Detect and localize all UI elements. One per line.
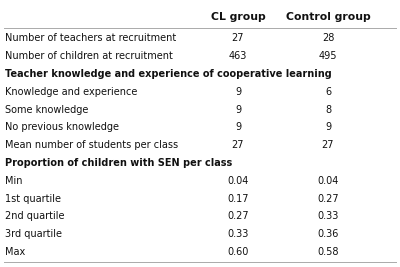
Text: 0.17: 0.17 [227,194,249,203]
Text: Teacher knowledge and experience of cooperative learning: Teacher knowledge and experience of coop… [5,69,332,79]
Text: No previous knowledge: No previous knowledge [5,122,119,132]
Text: 463: 463 [229,51,247,61]
Text: Number of children at recruitment: Number of children at recruitment [5,51,173,61]
Text: Knowledge and experience: Knowledge and experience [5,87,137,97]
Text: 9: 9 [235,104,241,115]
Text: 2nd quartile: 2nd quartile [5,211,64,221]
Text: Some knowledge: Some knowledge [5,104,88,115]
Text: Control group: Control group [286,12,370,22]
Text: 0.33: 0.33 [317,211,339,221]
Text: Proportion of children with SEN per class: Proportion of children with SEN per clas… [5,158,232,168]
Text: 495: 495 [319,51,337,61]
Text: 0.36: 0.36 [317,229,339,239]
Text: 9: 9 [325,122,331,132]
Text: 27: 27 [232,33,244,43]
Text: 3rd quartile: 3rd quartile [5,229,62,239]
Text: 8: 8 [325,104,331,115]
Text: 6: 6 [325,87,331,97]
Text: Mean number of students per class: Mean number of students per class [5,140,178,150]
Text: 9: 9 [235,122,241,132]
Text: 0.60: 0.60 [227,247,249,257]
Text: 0.04: 0.04 [227,176,249,186]
Text: CL group: CL group [211,12,265,22]
Text: 0.04: 0.04 [317,176,339,186]
Text: 0.58: 0.58 [317,247,339,257]
Text: Number of teachers at recruitment: Number of teachers at recruitment [5,33,176,43]
Text: 27: 27 [322,140,334,150]
Text: 0.27: 0.27 [317,194,339,203]
Text: Min: Min [5,176,22,186]
Text: 27: 27 [232,140,244,150]
Text: 28: 28 [322,33,334,43]
Text: 9: 9 [235,87,241,97]
Text: 0.33: 0.33 [227,229,249,239]
Text: 1st quartile: 1st quartile [5,194,61,203]
Text: Max: Max [5,247,25,257]
Text: 0.27: 0.27 [227,211,249,221]
